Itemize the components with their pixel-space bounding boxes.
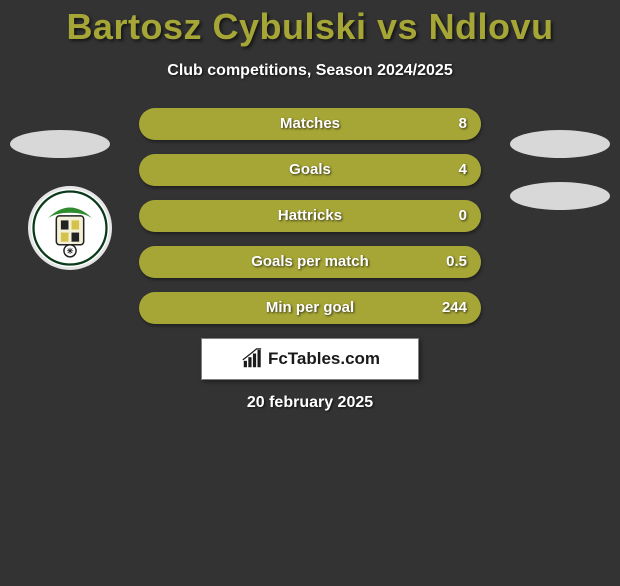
bar-chart-icon bbox=[240, 348, 264, 370]
stat-row-hattricks: Hattricks 0 bbox=[139, 200, 481, 232]
stat-row-goals: Goals 4 bbox=[139, 154, 481, 186]
stat-value: 244 bbox=[442, 292, 467, 324]
player-right-placeholder-2 bbox=[510, 182, 610, 210]
stat-label: Min per goal bbox=[139, 292, 481, 324]
snapshot-date: 20 february 2025 bbox=[0, 394, 620, 412]
stat-label: Matches bbox=[139, 108, 481, 140]
stat-label: Goals per match bbox=[139, 246, 481, 278]
club-crest bbox=[28, 186, 112, 270]
stat-value: 8 bbox=[459, 108, 467, 140]
watermark-text: FcTables.com bbox=[268, 349, 380, 369]
stat-value: 4 bbox=[459, 154, 467, 186]
stat-bars: Matches 8 Goals 4 Hattricks 0 Goals per … bbox=[139, 108, 481, 324]
fctables-watermark: FcTables.com bbox=[201, 338, 419, 380]
stat-row-min-per-goal: Min per goal 244 bbox=[139, 292, 481, 324]
stat-value: 0.5 bbox=[446, 246, 467, 278]
stat-label: Goals bbox=[139, 154, 481, 186]
stat-value: 0 bbox=[459, 200, 467, 232]
stat-row-matches: Matches 8 bbox=[139, 108, 481, 140]
player-right-placeholder-1 bbox=[510, 130, 610, 158]
comparison-title: Bartosz Cybulski vs Ndlovu bbox=[0, 6, 620, 48]
crest-icon bbox=[32, 190, 108, 266]
stat-row-goals-per-match: Goals per match 0.5 bbox=[139, 246, 481, 278]
player-left-placeholder bbox=[10, 130, 110, 158]
stat-label: Hattricks bbox=[139, 200, 481, 232]
comparison-subtitle: Club competitions, Season 2024/2025 bbox=[0, 62, 620, 80]
